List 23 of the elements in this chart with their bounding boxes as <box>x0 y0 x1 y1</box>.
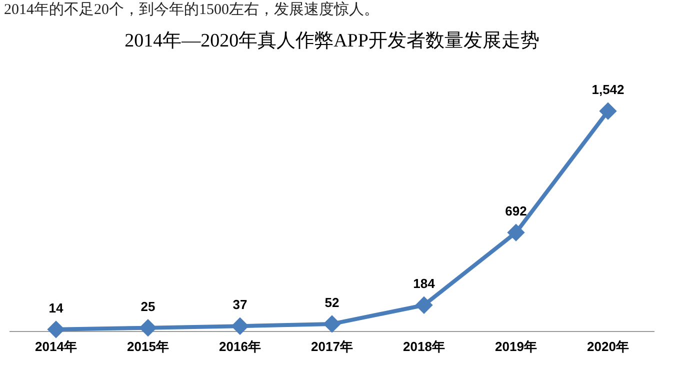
data-label: 1,542 <box>592 82 624 98</box>
x-tick-label: 2016年 <box>219 338 261 354</box>
point <box>48 321 64 338</box>
data-label: 52 <box>324 295 340 310</box>
data-label: 692 <box>505 204 527 219</box>
data-label: 25 <box>140 298 156 314</box>
x-tick-label: 2018年 <box>403 338 445 354</box>
data-label: 184 <box>413 276 436 292</box>
data-label: 37 <box>232 297 248 312</box>
point <box>324 316 340 332</box>
chart-title: 2014年—2020年真人作弊APP开发者数量发展走势 <box>124 30 540 52</box>
x-tick-label: 2017年 <box>311 338 353 354</box>
point <box>600 103 616 120</box>
point <box>232 318 248 334</box>
text: 2014年的不足20个，到今年的1500左右，发展速度惊人。 <box>4 0 379 19</box>
data-label: 14 <box>48 300 64 316</box>
point <box>140 320 156 336</box>
point <box>416 297 432 314</box>
x-tick-label: 2020年 <box>587 338 629 354</box>
point <box>508 224 524 241</box>
x-tick-label: 2019年 <box>495 338 537 354</box>
x-tick-label: 2015年 <box>127 338 169 354</box>
x-tick-label: 2014年 <box>35 338 77 354</box>
